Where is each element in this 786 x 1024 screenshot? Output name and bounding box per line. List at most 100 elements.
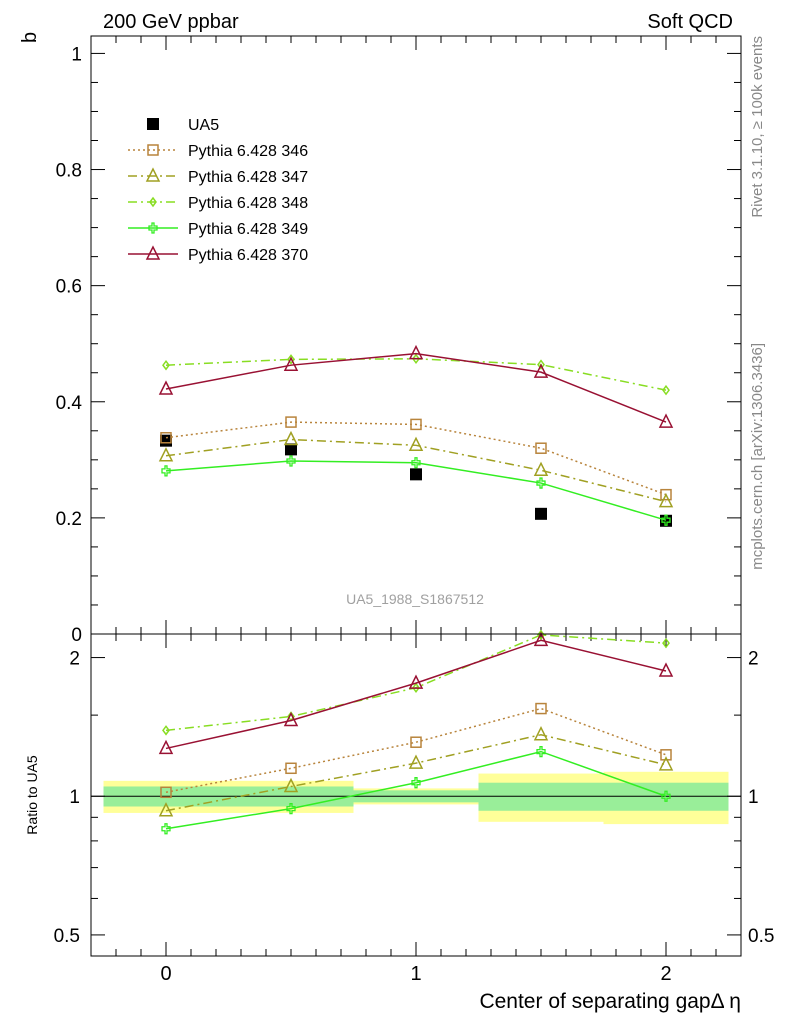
ratio-series-line-4 [165,639,667,750]
ratio-point-3-4 [661,790,671,802]
main-point-5-3 [533,363,549,378]
ratio-point-1-1 [283,777,299,793]
legend-marker-4 [148,222,158,234]
main-ylabel: b [19,32,41,43]
ratio-point-4-3 [533,631,549,647]
ratio-frame [90,633,742,957]
main-point-4-1 [286,455,296,467]
x-tick-label: 2 [660,963,671,985]
main-series-line-4 [165,460,667,521]
main-point-3-2 [412,353,420,365]
ratio-ticks: 0 1 2 0.5 0.5 1 1 2 2 [54,634,774,985]
main-series-line-5 [165,352,667,423]
main-point-0-2 [410,468,422,481]
main-series-line-2 [165,438,667,503]
ratio-y-tick-label: 1 [69,787,80,808]
ratio-point-3-1 [286,802,296,815]
ratio-y-tick-label-right: 1 [748,787,759,808]
main-point-5-2 [408,344,424,360]
main-point-2-2 [408,436,424,452]
main-point-3-0 [162,359,170,371]
legend-marker-1 [147,144,159,156]
main-y-tick-label: 0.8 [56,161,82,182]
ratio-y-tick-label: 2 [69,649,80,670]
legend-label-4: Pythia 6.428 349 [188,221,308,238]
x-axis-label: Center of separating gapΔ η [479,990,741,1013]
x-tick-label: 0 [160,963,171,985]
main-point-3-1 [287,354,295,365]
legend-label-0: UA5 [188,117,219,134]
ratio-point-2-4 [662,637,670,649]
ratio-point-1-2 [408,754,424,769]
legend-marker-0 [147,118,159,130]
ratio-point-3-3 [536,745,546,758]
main-point-2-3 [533,461,549,477]
main-point-5-1 [283,356,299,371]
ratio-uncertainty-bands [91,771,741,825]
ratio-series-line-3 [165,750,667,830]
main-point-1-4 [660,488,672,501]
legend-label-1: Pythia 6.428 346 [188,143,308,160]
main-y-tick-label: 0.4 [56,393,83,414]
main-y-tick-label: 1 [71,44,82,65]
legend-label-2: Pythia 6.428 347 [188,169,308,186]
ratio-point-0-0 [160,786,172,799]
ratio-ylabel: Ratio to UA5 [24,755,40,835]
main-ticks: 0 0.2 0.4 0.6 0.8 1 [56,36,741,646]
ratio-point-0-1 [285,762,297,775]
main-point-1-0 [160,432,172,444]
main-y-tick-label: 0 [71,625,82,646]
rivet-label: Rivet 3.1.10, ≥ 100k events [749,36,766,218]
watermark: UA5_1988_S1867512 [346,591,484,607]
main-point-2-0 [158,447,174,462]
main-point-3-4 [662,384,670,396]
main-point-2-1 [283,430,299,446]
legend-marker-2 [145,167,161,182]
main-point-4-2 [411,457,421,469]
main-point-0-1 [285,443,297,456]
main-point-1-3 [535,442,547,454]
main-point-4-3 [536,477,546,489]
main-series-group [158,344,674,527]
main-point-5-4 [658,413,674,428]
ratio-point-4-1 [283,711,299,727]
ratio-point-2-2 [412,682,420,693]
legend: UA5 Pythia 6.428 346 Pythia 6.428 347 Pythi… [128,117,308,264]
ratio-y-tick-label-right: 0.5 [748,926,774,947]
ratio-point-1-3 [533,726,549,741]
ratio-point-2-0 [162,725,170,736]
main-point-0-0 [160,434,172,447]
ratio-y-tick-label-right: 2 [748,649,759,670]
legend-marker-3 [149,196,157,208]
main-point-5-0 [158,380,174,395]
main-y-tick-label: 0.6 [56,277,82,298]
main-y-tick-label: 0.2 [56,509,82,530]
header-right: Soft QCD [647,11,733,33]
mcplots-label: mcplots.cern.ch [arXiv:1306.3436] [749,343,766,570]
ratio-point-0-3 [535,702,547,715]
ratio-point-4-4 [658,662,674,677]
ratio-point-0-4 [660,749,672,761]
main-point-3-3 [537,359,545,370]
legend-label-3: Pythia 6.428 348 [188,195,308,212]
legend-marker-5 [145,245,161,260]
ratio-point-1-4 [658,756,674,771]
ratio-point-4-2 [408,674,424,689]
ratio-series-line-1 [165,733,667,812]
ratio-point-4-0 [158,739,174,755]
legend-label-5: Pythia 6.428 370 [188,247,308,264]
ratio-y-tick-label: 0.5 [54,926,80,947]
main-point-4-0 [161,465,171,477]
ratio-point-3-2 [411,777,421,789]
main-point-2-4 [658,492,674,508]
main-point-4-4 [661,514,671,526]
main-point-1-1 [285,416,297,428]
ratio-point-0-2 [410,736,422,748]
header-left: 200 GeV ppbar [103,11,239,33]
ratio-point-3-0 [161,823,171,835]
ratio-point-1-0 [158,802,174,817]
main-point-1-2 [410,418,422,431]
main-point-0-3 [535,507,547,520]
x-tick-label: 1 [410,963,421,985]
